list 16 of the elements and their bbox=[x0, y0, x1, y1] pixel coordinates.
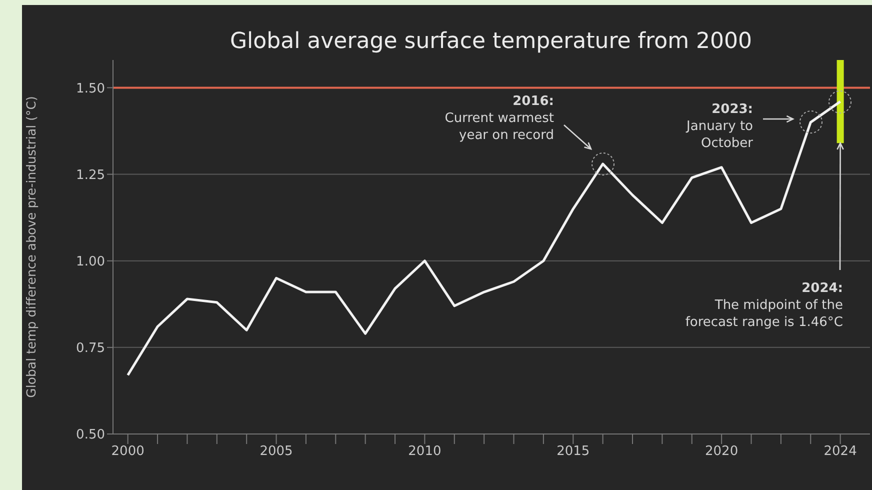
chart-title: Global average surface temperature from 2000 bbox=[230, 29, 752, 54]
y-tick-label: 1.25 bbox=[76, 168, 105, 183]
x-tick-label: 2005 bbox=[260, 444, 293, 460]
y-tick-label: 0.50 bbox=[76, 428, 105, 443]
annotation: 2024: The midpoint of the forecast range is 1.46°C bbox=[685, 281, 843, 330]
x-tick-label: 2010 bbox=[408, 444, 442, 460]
x-tick-label: 2015 bbox=[556, 444, 590, 460]
y-tick-label: 1.50 bbox=[76, 81, 105, 96]
annotation: 2016: Current warmest year on record bbox=[444, 94, 554, 143]
x-tick-label: 2020 bbox=[705, 444, 738, 460]
x-tick-label: 2000 bbox=[111, 444, 144, 460]
y-tick-label: 0.75 bbox=[76, 341, 105, 356]
y-tick-label: 1.00 bbox=[76, 254, 105, 270]
y-axis-title: Global temp difference above pre-industrial (°C) bbox=[23, 96, 38, 398]
x-tick-label: 2024 bbox=[824, 444, 857, 460]
annotation: 2023: January to October bbox=[686, 102, 754, 151]
